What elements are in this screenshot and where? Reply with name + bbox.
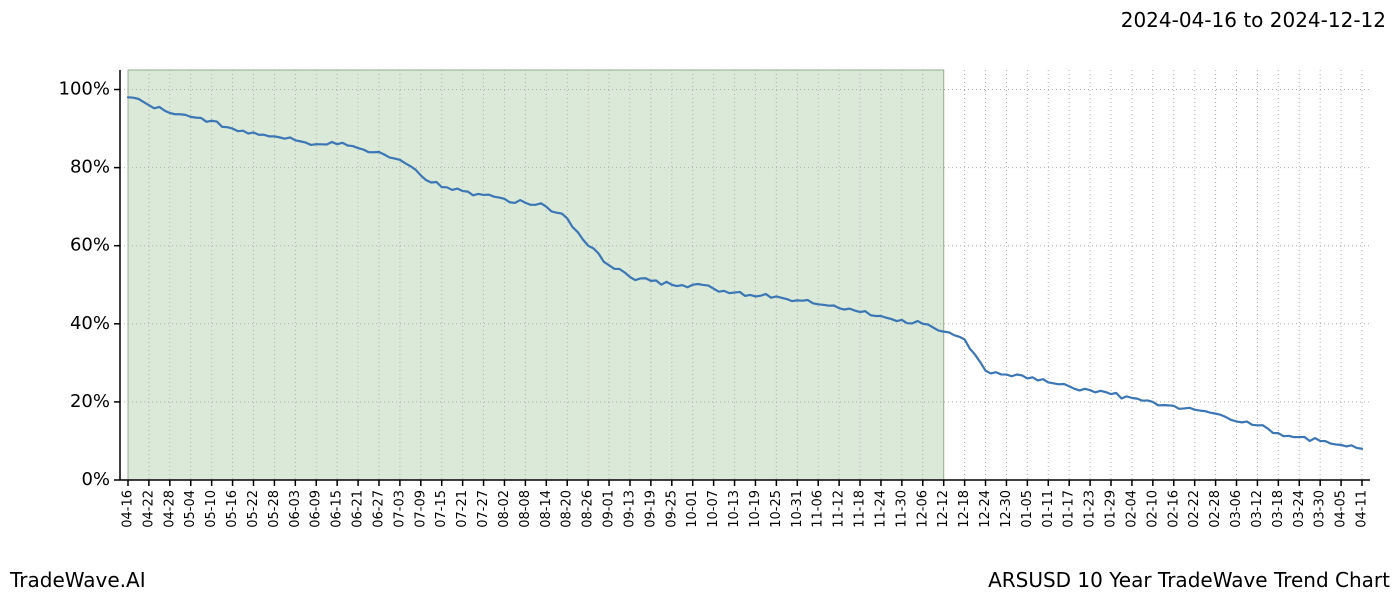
x-tick-label: 04-22 — [141, 490, 156, 528]
x-tick-label: 08-14 — [539, 490, 554, 528]
x-tick-label: 04-11 — [1355, 490, 1370, 528]
trend-chart: 0% 20% 40% 60% 80% 100% 04-16 04-22 04-28 05-04 05… — [0, 0, 1400, 600]
x-tick-label: 03-30 — [1313, 490, 1328, 528]
x-tick-label: 01-05 — [1020, 490, 1035, 528]
x-tick-label: 10-19 — [748, 490, 763, 528]
x-tick-label: 10-01 — [685, 490, 700, 528]
x-tick-label: 07-15 — [434, 490, 449, 528]
x-tick-label: 11-18 — [853, 490, 868, 528]
x-tick-label: 05-10 — [204, 490, 219, 528]
x-tick-label: 05-22 — [246, 490, 261, 528]
x-tick-label: 01-11 — [1041, 490, 1056, 528]
x-tick-label: 10-07 — [706, 490, 721, 528]
x-tick-label: 08-02 — [497, 490, 512, 528]
x-tick-label: 06-15 — [330, 490, 345, 528]
x-tick-label: 07-09 — [413, 490, 428, 528]
x-tick-label: 12-06 — [915, 490, 930, 528]
x-tick-label: 08-20 — [560, 490, 575, 528]
x-tick-label: 11-30 — [894, 490, 909, 528]
x-tick-label: 07-27 — [476, 490, 491, 528]
y-tick-label: 40% — [70, 313, 110, 334]
x-tick-label: 09-19 — [643, 490, 658, 528]
x-tick-label: 12-12 — [936, 490, 951, 528]
x-tick-label: 04-28 — [162, 490, 177, 528]
x-tick-label: 02-22 — [1187, 490, 1202, 528]
y-tick-label: 20% — [70, 391, 110, 412]
x-tick-label: 04-05 — [1334, 490, 1349, 528]
x-tick-label: 01-17 — [1062, 490, 1077, 528]
highlight-band — [128, 70, 944, 480]
y-tick-label: 60% — [70, 235, 110, 256]
x-tick-label: 03-06 — [1229, 490, 1244, 528]
x-tick-label: 01-23 — [1083, 490, 1098, 528]
x-tick-label: 03-12 — [1250, 490, 1265, 528]
x-tick-label: 02-10 — [1145, 490, 1160, 528]
x-tick-label: 06-27 — [371, 490, 386, 528]
x-tick-label: 05-16 — [225, 490, 240, 528]
x-tick-label: 04-16 — [121, 490, 136, 528]
x-tick-label: 08-08 — [518, 490, 533, 528]
x-tick-label: 11-12 — [832, 490, 847, 528]
x-tick-label: 05-04 — [183, 490, 198, 528]
x-tick-label: 10-25 — [769, 490, 784, 528]
x-tick-label: 06-03 — [288, 490, 303, 528]
x-tick-label: 05-28 — [267, 490, 282, 528]
x-tick-label: 11-24 — [873, 490, 888, 528]
x-tick-label: 09-25 — [664, 490, 679, 528]
y-tick-label: 80% — [70, 157, 110, 178]
x-tick-label: 06-21 — [351, 490, 366, 528]
x-tick-label: 02-28 — [1208, 490, 1223, 528]
x-tick-label: 07-03 — [392, 490, 407, 528]
x-tick-label: 12-18 — [957, 490, 972, 528]
x-tick-label: 09-13 — [622, 490, 637, 528]
x-tick-label: 12-30 — [999, 490, 1014, 528]
y-tick-label: 0% — [81, 469, 110, 490]
x-tick-label: 09-01 — [602, 490, 617, 528]
x-tick-label: 07-21 — [455, 490, 470, 528]
x-tick-label: 10-31 — [790, 490, 805, 528]
x-tick-label: 08-26 — [581, 490, 596, 528]
x-tick-label: 02-16 — [1166, 490, 1181, 528]
x-tick-label: 12-24 — [978, 490, 993, 528]
x-tick-label: 01-29 — [1104, 490, 1119, 528]
x-tick-label: 02-04 — [1124, 490, 1139, 528]
x-tick-label: 11-06 — [811, 490, 826, 528]
x-tick-label: 10-13 — [727, 490, 742, 528]
x-tick-label: 06-09 — [309, 490, 324, 528]
x-tick-label: 03-18 — [1271, 490, 1286, 528]
y-tick-label: 100% — [59, 79, 110, 100]
x-tick-label: 03-24 — [1292, 490, 1307, 528]
